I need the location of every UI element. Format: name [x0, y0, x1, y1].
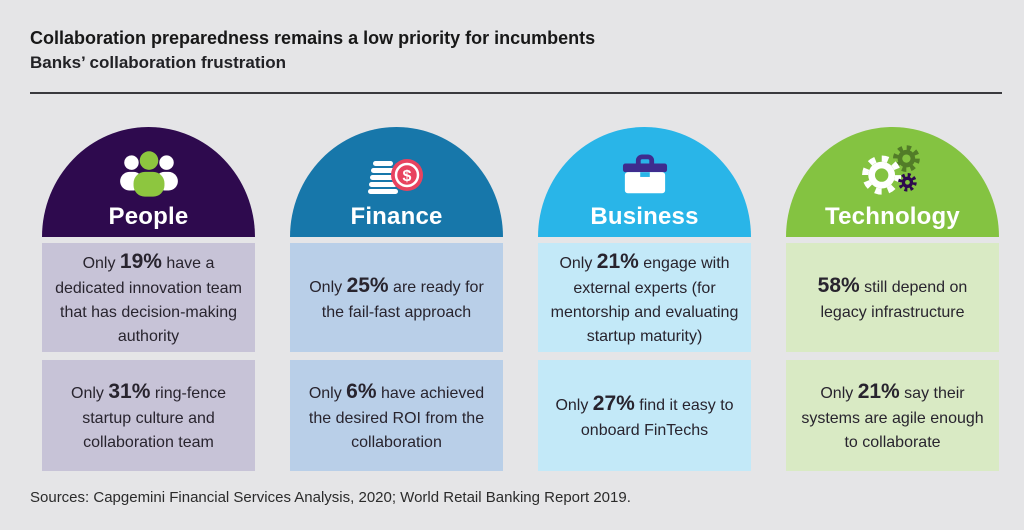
people-dome: People — [42, 127, 255, 237]
stat-prefix: Only — [559, 254, 597, 272]
stat-text: Only 25% are ready for the fail-fast app… — [298, 270, 495, 326]
category-column-business: Business Only 21% engage with external e… — [538, 127, 751, 471]
stat-box: Only 21% say their systems are agile eno… — [786, 360, 999, 471]
stat-suffix: say their systems are agile enough to co… — [801, 384, 984, 452]
stat-prefix: Only — [309, 278, 347, 296]
stat-box: 58% still depend on legacy infrastructur… — [786, 243, 999, 352]
stat-percentage: 58% — [817, 273, 860, 297]
stat-prefix: Only — [308, 384, 347, 402]
stat-suffix: find it easy to onboard FinTechs — [580, 396, 734, 440]
stat-prefix: Only — [820, 384, 858, 402]
stat-percentage: 31% — [108, 379, 151, 403]
stat-suffix: still depend on legacy infrastructure — [820, 278, 968, 322]
stat-suffix: engage with external experts (for mentor… — [550, 254, 739, 346]
figure-header: Collaboration preparedness remains a low… — [0, 0, 1024, 74]
stat-text: Only 31% ring-fence startup culture and … — [50, 376, 247, 456]
stat-suffix: ring-fence startup culture and collabora… — [82, 384, 226, 452]
category-label: People — [108, 203, 189, 230]
stat-box: Only 21% engage with external experts (f… — [538, 243, 751, 352]
stat-box: Only 31% ring-fence startup culture and … — [42, 360, 255, 471]
finance-dome: $ Finance — [290, 127, 503, 237]
business-dome: Business — [538, 127, 751, 237]
dollar-sign: $ — [402, 168, 411, 185]
stat-suffix: have a dedicated innovation team that ha… — [55, 254, 242, 346]
stat-prefix: Only — [71, 384, 109, 402]
people-icon — [119, 151, 178, 197]
category-column-people: People Only 19% have a dedicated innovat… — [42, 127, 255, 471]
technology-dome: Technology — [786, 127, 999, 237]
stat-text: Only 6% have achieved the desired ROI fr… — [298, 376, 495, 456]
stat-text: Only 27% find it easy to onboard FinTech… — [546, 388, 743, 444]
category-column-finance: $ Finance Only 25% are ready for the fai… — [290, 127, 503, 471]
stat-percentage: 21% — [857, 379, 900, 403]
stat-text: Only 19% have a dedicated innovation tea… — [50, 246, 247, 350]
stat-prefix: Only — [82, 254, 120, 272]
stat-percentage: 19% — [119, 249, 162, 273]
category-label: Finance — [350, 203, 443, 230]
gears-icon — [861, 145, 920, 195]
stat-percentage: 6% — [346, 379, 377, 403]
category-column-technology: Technology 58% still depend on legacy in… — [786, 127, 999, 471]
category-label: Technology — [825, 203, 960, 230]
toolbox-icon — [622, 154, 667, 194]
stat-prefix: Only — [555, 396, 593, 414]
stat-text: Only 21% engage with external experts (f… — [546, 246, 743, 350]
stat-text: 58% still depend on legacy infrastructur… — [794, 270, 991, 326]
stat-suffix: are ready for the fail-fast approach — [321, 278, 484, 322]
stat-percentage: 27% — [592, 391, 635, 415]
stat-suffix: have achieved the desired ROI from the c… — [308, 384, 485, 452]
category-label: Business — [590, 203, 699, 230]
stat-box: Only 27% find it easy to onboard FinTech… — [538, 360, 751, 471]
header-divider — [30, 92, 1002, 94]
sources-note: Sources: Capgemini Financial Services An… — [30, 489, 631, 506]
stat-text: Only 21% say their systems are agile eno… — [794, 376, 991, 456]
stat-percentage: 25% — [346, 273, 389, 297]
figure-title: Collaboration preparedness remains a low… — [30, 28, 596, 48]
stat-box: Only 25% are ready for the fail-fast app… — [290, 243, 503, 352]
coins-dollar-icon: $ — [367, 159, 423, 194]
category-columns: People Only 19% have a dedicated innovat… — [0, 127, 1024, 471]
stat-box: Only 6% have achieved the desired ROI fr… — [290, 360, 503, 471]
stat-box: Only 19% have a dedicated innovation tea… — [42, 243, 255, 352]
stat-percentage: 21% — [596, 249, 639, 273]
figure-subtitle: Banks’ collaboration frustration — [30, 53, 286, 72]
